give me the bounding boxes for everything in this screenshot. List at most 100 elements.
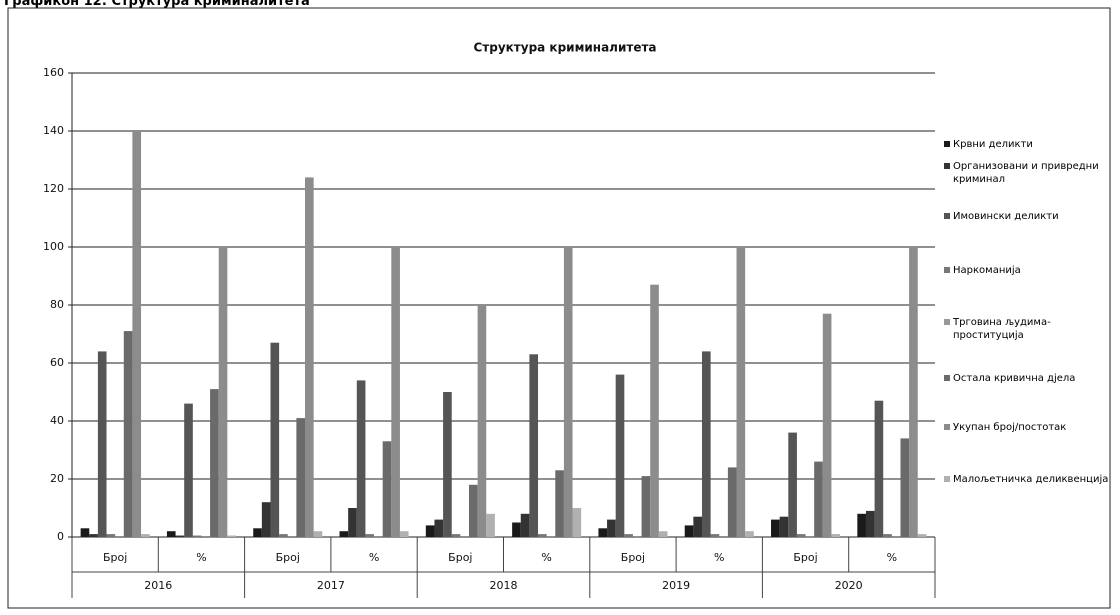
bar	[796, 534, 806, 537]
y-tick-label: 40	[50, 414, 64, 427]
y-tick-label: 140	[43, 124, 64, 137]
x-tick-label: Број	[448, 551, 472, 564]
bar	[909, 247, 918, 537]
x-tick-label: Број	[276, 551, 300, 564]
legend-item: Организовани и привредни криминал	[944, 160, 1109, 186]
legend-swatch	[944, 319, 950, 325]
bar	[563, 247, 573, 537]
legend-label: Трговина људима-проституција	[953, 317, 1051, 341]
legend-label: Малољетничка деликвенција	[953, 474, 1109, 485]
y-tick-label: 100	[43, 240, 64, 253]
bar	[296, 418, 306, 537]
bar	[227, 535, 236, 537]
legend-swatch	[944, 424, 950, 430]
bar	[727, 467, 737, 537]
y-tick-label: 20	[50, 472, 64, 485]
legend-label: Организовани и привредни криминал	[953, 161, 1099, 185]
legend-item: Наркоманија	[944, 264, 1109, 277]
bar	[684, 525, 694, 537]
y-tick-label: 60	[50, 356, 64, 369]
bar	[883, 534, 892, 537]
bar	[831, 534, 841, 537]
bar	[641, 476, 651, 537]
bar	[598, 528, 608, 537]
figure-heading: Графикон 12: Структура криминалитета	[4, 0, 310, 9]
bar	[399, 531, 409, 537]
bar	[451, 534, 461, 537]
y-tick-label: 0	[57, 530, 64, 543]
bar	[468, 484, 478, 537]
bar	[89, 534, 98, 537]
bar	[253, 528, 262, 537]
bar	[391, 247, 400, 537]
x-tick-label: %	[714, 551, 724, 564]
bar	[175, 535, 185, 537]
legend-label: Крвни деликти	[953, 139, 1033, 150]
bar	[538, 534, 547, 537]
bar	[788, 432, 797, 537]
x-tick-label: Број	[793, 551, 817, 564]
bar	[693, 516, 702, 537]
x-tick-label: Број	[103, 551, 127, 564]
bar	[572, 508, 582, 537]
bar	[486, 513, 495, 537]
x-group-label: 2017	[317, 579, 345, 592]
bar	[520, 513, 530, 537]
bar	[261, 502, 271, 537]
x-tick-label: %	[369, 551, 379, 564]
x-tick-label: %	[196, 551, 206, 564]
bar	[434, 519, 444, 537]
y-tick-label: 120	[43, 182, 64, 195]
bar	[382, 441, 392, 537]
legend-swatch	[944, 141, 950, 147]
bar	[512, 522, 521, 537]
bar	[624, 534, 633, 537]
bar	[123, 331, 133, 537]
bar	[771, 519, 780, 537]
x-group-label: 2020	[835, 579, 863, 592]
legend-label: Остала кривична дјела	[953, 373, 1076, 384]
bar	[443, 392, 452, 537]
legend-label: Имовински деликти	[953, 211, 1059, 222]
bar	[710, 534, 720, 537]
legend-item: Малољетничка деликвенција	[944, 473, 1109, 486]
x-group-label: 2018	[490, 579, 518, 592]
bar	[97, 351, 107, 537]
legend-label: Укупан број/постотак	[953, 422, 1067, 433]
bar	[348, 508, 357, 537]
bar	[166, 531, 176, 537]
bar	[132, 131, 142, 537]
bar	[874, 400, 884, 537]
x-group-label: 2019	[662, 579, 690, 592]
bar	[356, 380, 366, 537]
bar	[779, 516, 789, 537]
bar	[900, 438, 910, 537]
bar	[270, 342, 280, 537]
legend-item: Крвни деликти	[944, 138, 1109, 151]
x-group-label: 2016	[144, 579, 172, 592]
bar	[650, 284, 659, 537]
bar	[305, 177, 314, 537]
bar	[658, 531, 668, 537]
legend-label: Наркоманија	[953, 265, 1021, 276]
legend-item: Имовински деликти	[944, 210, 1109, 223]
bar	[184, 403, 193, 537]
bar	[745, 531, 754, 537]
bar	[210, 389, 219, 537]
x-tick-label: %	[887, 551, 897, 564]
legend-swatch	[944, 476, 950, 482]
bar	[365, 534, 375, 537]
legend-item: Укупан број/постотак	[944, 421, 1109, 434]
legend-swatch	[944, 163, 950, 169]
bar	[857, 513, 866, 537]
bar	[555, 470, 564, 537]
bar	[814, 461, 823, 537]
bar	[279, 534, 288, 537]
chart-frame	[7, 7, 1111, 609]
y-tick-label: 160	[43, 66, 64, 79]
bar	[822, 313, 832, 537]
legend-swatch	[944, 375, 950, 381]
bar	[607, 519, 616, 537]
bar	[106, 534, 116, 537]
